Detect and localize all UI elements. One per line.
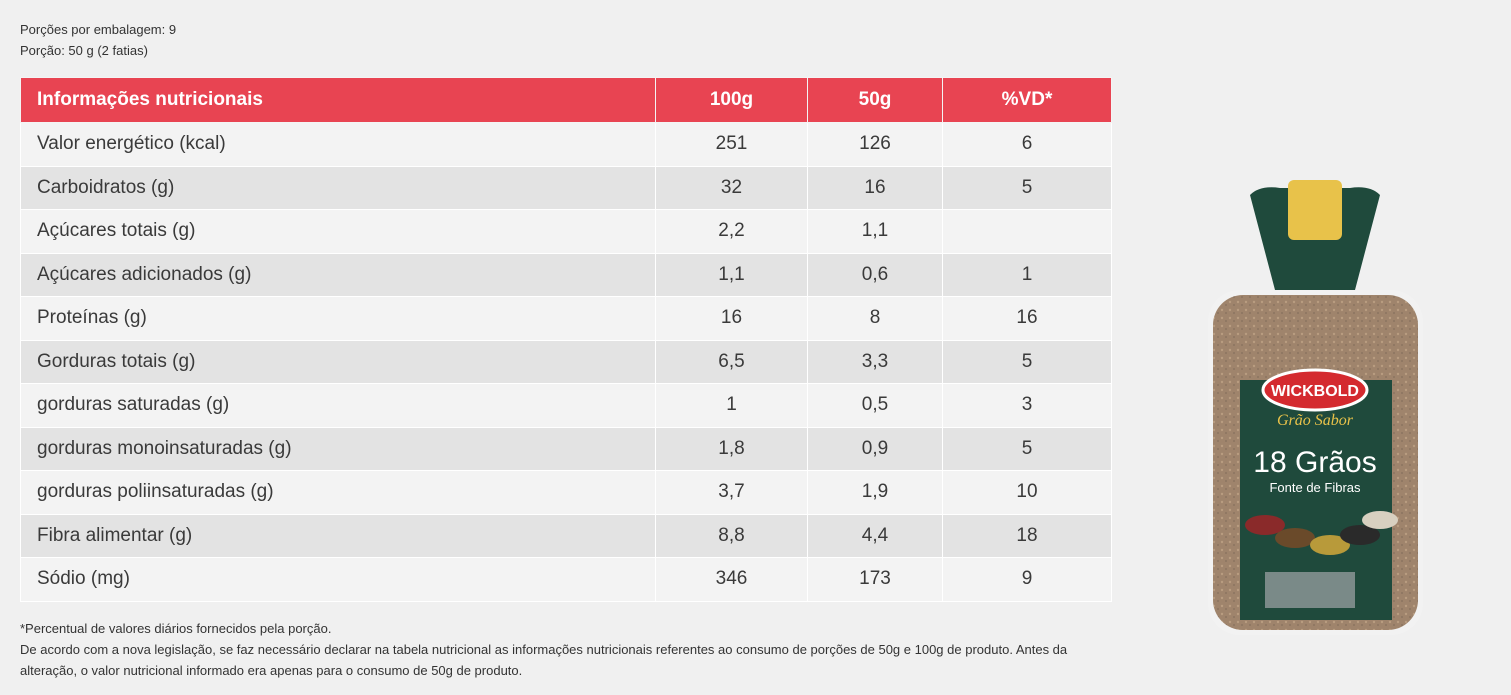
table-header-row: Informações nutricionais 100g 50g %VD* [20, 77, 1112, 123]
value-vd: 1 [942, 252, 1112, 297]
nutrient-name: Carboidratos (g) [20, 165, 656, 210]
value-100g: 1,1 [655, 252, 808, 297]
table-row: Fibra alimentar (g) 8,8 4,4 18 [20, 513, 1112, 558]
value-100g: 32 [655, 165, 808, 210]
serving-info: Porções por embalagem: 9 Porção: 50 g (2… [20, 19, 176, 61]
brand-logo: WICKBOLD [1271, 383, 1359, 400]
table-row: Sódio (mg) 346 173 9 [20, 557, 1112, 602]
svg-text:18 Grãos: 18 Grãos [1253, 446, 1376, 479]
value-vd: 9 [942, 557, 1112, 602]
nutrient-name: Valor energético (kcal) [20, 122, 656, 167]
value-50g: 173 [807, 557, 943, 602]
footnote-legislation: De acordo com a nova legislação, se faz … [20, 642, 1068, 678]
table-row: gorduras poliinsaturadas (g) 3,7 1,9 10 [20, 470, 1112, 515]
table-row: gorduras monoinsaturadas (g) 1,8 0,9 5 [20, 426, 1112, 471]
header-100g: 100g [655, 77, 808, 123]
value-vd: 10 [942, 470, 1112, 515]
product-image: WICKBOLD Grão Sabor 18 Grãos Fonte de Fi… [1180, 180, 1450, 640]
value-vd: 5 [942, 426, 1112, 471]
value-vd: 16 [942, 296, 1112, 341]
value-vd: 6 [942, 122, 1112, 167]
nutrient-name: Açúcares totais (g) [20, 209, 656, 254]
value-50g: 8 [807, 296, 943, 341]
value-100g: 1 [655, 383, 808, 428]
nutrient-name: Sódio (mg) [20, 557, 656, 602]
header-nutrition-info: Informações nutricionais [20, 77, 656, 123]
header-50g: 50g [807, 77, 943, 123]
portion-size: Porção: 50 g (2 fatias) [20, 43, 148, 58]
value-vd: 18 [942, 513, 1112, 558]
table-row: gorduras saturadas (g) 1 0,5 3 [20, 383, 1112, 428]
table-row: Açúcares adicionados (g) 1,1 0,6 1 [20, 252, 1112, 297]
value-50g: 4,4 [807, 513, 943, 558]
table-row: Proteínas (g) 16 8 16 [20, 296, 1112, 341]
table-row: Gorduras totais (g) 6,5 3,3 5 [20, 339, 1112, 384]
nutrition-table: Informações nutricionais 100g 50g %VD* V… [20, 77, 1112, 602]
nutrient-name: gorduras poliinsaturadas (g) [20, 470, 656, 515]
value-vd: 5 [942, 339, 1112, 384]
value-50g: 1,9 [807, 470, 943, 515]
nutrient-name: gorduras monoinsaturadas (g) [20, 426, 656, 471]
svg-text:Fonte de Fibras: Fonte de Fibras [1269, 480, 1361, 495]
value-100g: 16 [655, 296, 808, 341]
value-50g: 0,9 [807, 426, 943, 471]
value-50g: 3,3 [807, 339, 943, 384]
value-50g: 126 [807, 122, 943, 167]
nutrient-name: gorduras saturadas (g) [20, 383, 656, 428]
value-vd: 3 [942, 383, 1112, 428]
footnote-vd: *Percentual de valores diários fornecido… [20, 621, 332, 636]
value-100g: 251 [655, 122, 808, 167]
value-100g: 3,7 [655, 470, 808, 515]
footnote: *Percentual de valores diários fornecido… [20, 618, 1080, 681]
svg-text:Grão Sabor: Grão Sabor [1277, 412, 1354, 429]
value-100g: 346 [655, 557, 808, 602]
header-vd: %VD* [942, 77, 1112, 123]
table-row: Valor energético (kcal) 251 126 6 [20, 122, 1112, 167]
value-50g: 1,1 [807, 209, 943, 254]
value-vd: 5 [942, 165, 1112, 210]
nutrient-name: Açúcares adicionados (g) [20, 252, 656, 297]
value-100g: 6,5 [655, 339, 808, 384]
nutrient-name: Fibra alimentar (g) [20, 513, 656, 558]
value-50g: 0,6 [807, 252, 943, 297]
value-50g: 16 [807, 165, 943, 210]
nutrient-name: Gorduras totais (g) [20, 339, 656, 384]
value-100g: 1,8 [655, 426, 808, 471]
value-100g: 8,8 [655, 513, 808, 558]
table-row: Carboidratos (g) 32 16 5 [20, 165, 1112, 210]
value-100g: 2,2 [655, 209, 808, 254]
value-vd [942, 209, 1112, 254]
servings-per-package: Porções por embalagem: 9 [20, 22, 177, 37]
table-row: Açúcares totais (g) 2,2 1,1 [20, 209, 1112, 254]
nutrient-name: Proteínas (g) [20, 296, 656, 341]
value-50g: 0,5 [807, 383, 943, 428]
